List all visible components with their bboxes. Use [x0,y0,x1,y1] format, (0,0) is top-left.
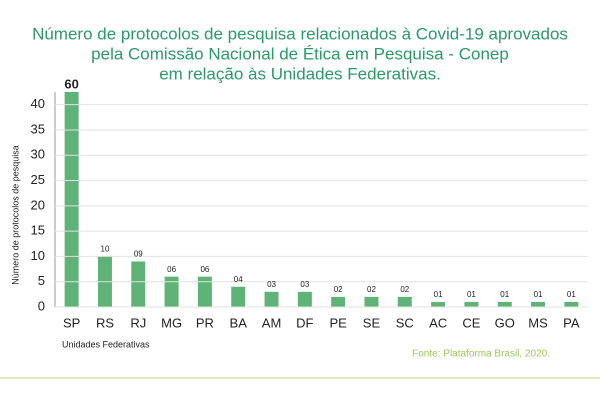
y-tick-label: 40 [31,96,45,111]
x-tick-label: PR [196,315,214,330]
x-tick-label: DF [296,315,313,330]
value-label: 02 [334,285,343,294]
x-tick-label: BA [230,315,248,330]
x-tick-label: MS [528,315,548,330]
value-label: 06 [200,265,209,274]
bar [397,296,412,307]
x-tick-label: AM [262,315,282,330]
value-label: 01 [467,290,476,299]
bar [464,301,479,307]
source: Fonte: Plataforma Brasil, 2020. [412,349,550,360]
value-label: 09 [134,250,143,259]
x-axis-label: Unidades Federativas [62,339,150,349]
bar [164,276,179,307]
value-label: 01 [534,290,543,299]
x-tick-label: MG [161,315,182,330]
bar [364,296,379,307]
bar [197,276,212,307]
x-tick-label: SP [63,315,80,330]
x-tick-label: PA [563,315,580,330]
y-tick-label: 35 [31,121,45,136]
value-label: 03 [300,280,309,289]
value-label: 01 [500,290,509,299]
value-label: 01 [434,290,443,299]
x-tick-label: SE [363,315,381,330]
value-label: 10 [101,245,110,254]
y-tick-label: 10 [31,248,45,263]
x-tick-label: CE [462,315,480,330]
value-label: 02 [400,285,409,294]
x-tick-label: RJ [130,315,146,330]
bar [131,261,146,307]
y-tick-label: 20 [31,197,45,212]
bar [564,301,579,307]
y-tick-label: 0 [38,298,45,313]
bar [531,301,546,307]
x-tick-label: GO [495,315,515,330]
x-tick-label: RS [96,315,114,330]
y-tick-label: 5 [38,273,45,288]
chart-title: Número de protocolos de pesquisa relacio… [32,24,568,43]
y-tick-label: 15 [31,223,45,238]
bar [64,92,79,307]
bar [331,296,346,307]
bar [297,291,312,307]
bar [264,291,279,307]
value-label: 60 [64,76,78,91]
x-tick-label: AC [429,315,447,330]
value-label: 06 [167,265,176,274]
chart-title: pela Comissão Nacional de Ética em Pesqu… [91,44,509,63]
bar [231,286,246,307]
chart-title: em relação às Unidades Federativas. [159,64,441,83]
x-tick-label: PE [329,315,347,330]
y-axis-label: Número de protocolos de pesquisa [10,145,20,285]
value-label: 04 [234,275,243,284]
y-tick-label: 30 [31,147,45,162]
value-label: 01 [567,290,576,299]
y-tick-label: 25 [31,172,45,187]
value-label: 02 [367,285,376,294]
bars [64,92,579,307]
value-label: 03 [267,280,276,289]
x-tick-label: SC [396,315,414,330]
bar [497,301,512,307]
bar [431,301,446,307]
